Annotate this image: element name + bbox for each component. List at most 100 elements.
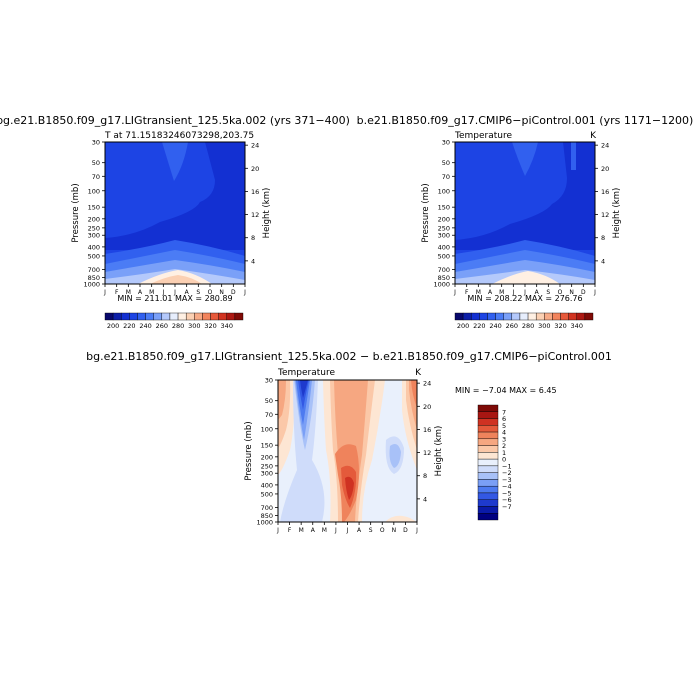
colorbar-swatch [477,506,499,514]
y-tick-label: 400 [88,243,100,251]
y-tick-label: 200 [438,215,450,223]
y-tick-label: 300 [438,232,450,240]
y-right-tick-label: 8 [601,234,605,242]
colorbar-swatch [552,312,561,321]
colorbar-swatch [576,312,586,321]
min-max-label: MIN = −7.04 MAX = 6.45 [455,386,557,395]
x-tick-label: M [299,527,304,534]
y-right-tick-label: 4 [601,257,605,265]
colorbar-swatch [145,312,154,321]
y-tick-label: 100 [438,187,450,195]
y-tick-label: 1000 [256,519,273,527]
x-tick-label: J [593,289,596,296]
y-right-tick-label: 20 [251,165,259,173]
x-tick-label: D [581,289,586,296]
colorbar-label: 240 [489,322,501,330]
y-tick-label: 500 [261,490,273,498]
min-max-label: MIN = 211.01 MAX = 280.89 [117,294,232,303]
colorbar-swatch [535,312,545,321]
y-right-tick-label: 24 [601,142,609,150]
colorbar-swatch [477,411,499,419]
colorbar-swatch [544,312,553,321]
colorbar-label: 220 [473,322,485,330]
x-tick-label: F [288,527,292,534]
colorbar-swatch [477,492,499,500]
colorbar-label: 4 [502,429,506,437]
panel-title: bg.e21.B1850.f09_g17.LIGtransient_125.5k… [0,114,350,127]
colorbar-swatch [104,312,114,321]
colorbar-swatch [568,312,577,321]
y-tick-label: 150 [261,442,273,450]
x-tick-label: J [511,289,514,296]
y-axis-label: Pressure (mb) [71,183,81,242]
colorbar-label: 320 [554,322,566,330]
y-tick-label: 70 [92,173,100,181]
colorbar-label: 260 [156,322,168,330]
x-tick-label: O [380,527,385,534]
x-tick-label: S [546,289,550,296]
y-tick-label: 850 [438,274,450,282]
y-tick-label: 400 [438,243,450,251]
colorbar-swatch [477,418,499,426]
colorbar-swatch [503,312,513,321]
colorbar-swatch [477,485,499,494]
contour-band [300,380,308,398]
x-tick-label: A [311,527,316,534]
colorbar-label: 200 [107,322,119,330]
x-tick-label: O [208,289,213,296]
colorbar-swatch [477,431,499,440]
x-tick-label: M [126,289,131,296]
y-tick-label: 70 [442,173,450,181]
x-tick-label: S [196,289,200,296]
colorbar-swatch [153,312,163,321]
colorbar-label: 3 [502,435,506,443]
x-tick-label: F [465,289,469,296]
y-right-tick-label: 8 [251,234,255,242]
contour-band [150,275,202,284]
x-tick-label: A [185,289,190,296]
y-right-tick-label: 4 [423,495,427,503]
y-right-tick-label: 16 [601,188,609,196]
y-tick-label: 200 [88,215,100,223]
contour-band [389,444,401,468]
y-right-tick-label: 24 [251,142,259,150]
colorbar-swatch [226,312,236,321]
colorbar-swatch [477,438,499,446]
x-tick-label: J [161,289,164,296]
y-tick-label: 200 [261,453,273,461]
contour-band [512,142,538,176]
x-tick-label: J [173,289,176,296]
x-tick-label: M [476,289,481,296]
y-tick-label: 300 [88,232,100,240]
colorbar-label: 6 [502,415,506,423]
y-tick-label: 50 [92,159,100,167]
colorbar-label: 200 [457,322,469,330]
y-right-tick-label: 20 [601,165,609,173]
colorbar-label: 280 [522,322,534,330]
x-tick-label: J [453,289,456,296]
y-right-axis-label: Height (km) [612,188,622,239]
colorbar-swatch [169,312,179,321]
y-tick-label: 1000 [433,281,450,289]
y-right-axis-label: Height (km) [434,426,444,477]
y-right-tick-label: 12 [601,211,609,219]
colorbar: 200 220 240 260 280 300 320 340 [454,312,594,330]
colorbar-label: −3 [502,476,512,484]
colorbar-label: 320 [204,322,216,330]
panel-lig: bg.e21.B1850.f09_g17.LIGtransient_125.5k… [0,114,350,330]
x-tick-label: S [369,527,373,534]
y-tick-label: 150 [438,204,450,212]
x-tick-label: O [558,289,563,296]
y-tick-label: 30 [265,377,273,385]
contour-band [411,380,417,408]
y-right-tick-label: 20 [423,403,431,411]
colorbar-swatch [161,312,171,321]
colorbar-label: −7 [502,503,512,511]
colorbar-label: 220 [123,322,135,330]
colorbar-label: −4 [502,483,512,491]
y-tick-label: 500 [438,252,450,260]
colorbar-label: 7 [502,408,506,416]
